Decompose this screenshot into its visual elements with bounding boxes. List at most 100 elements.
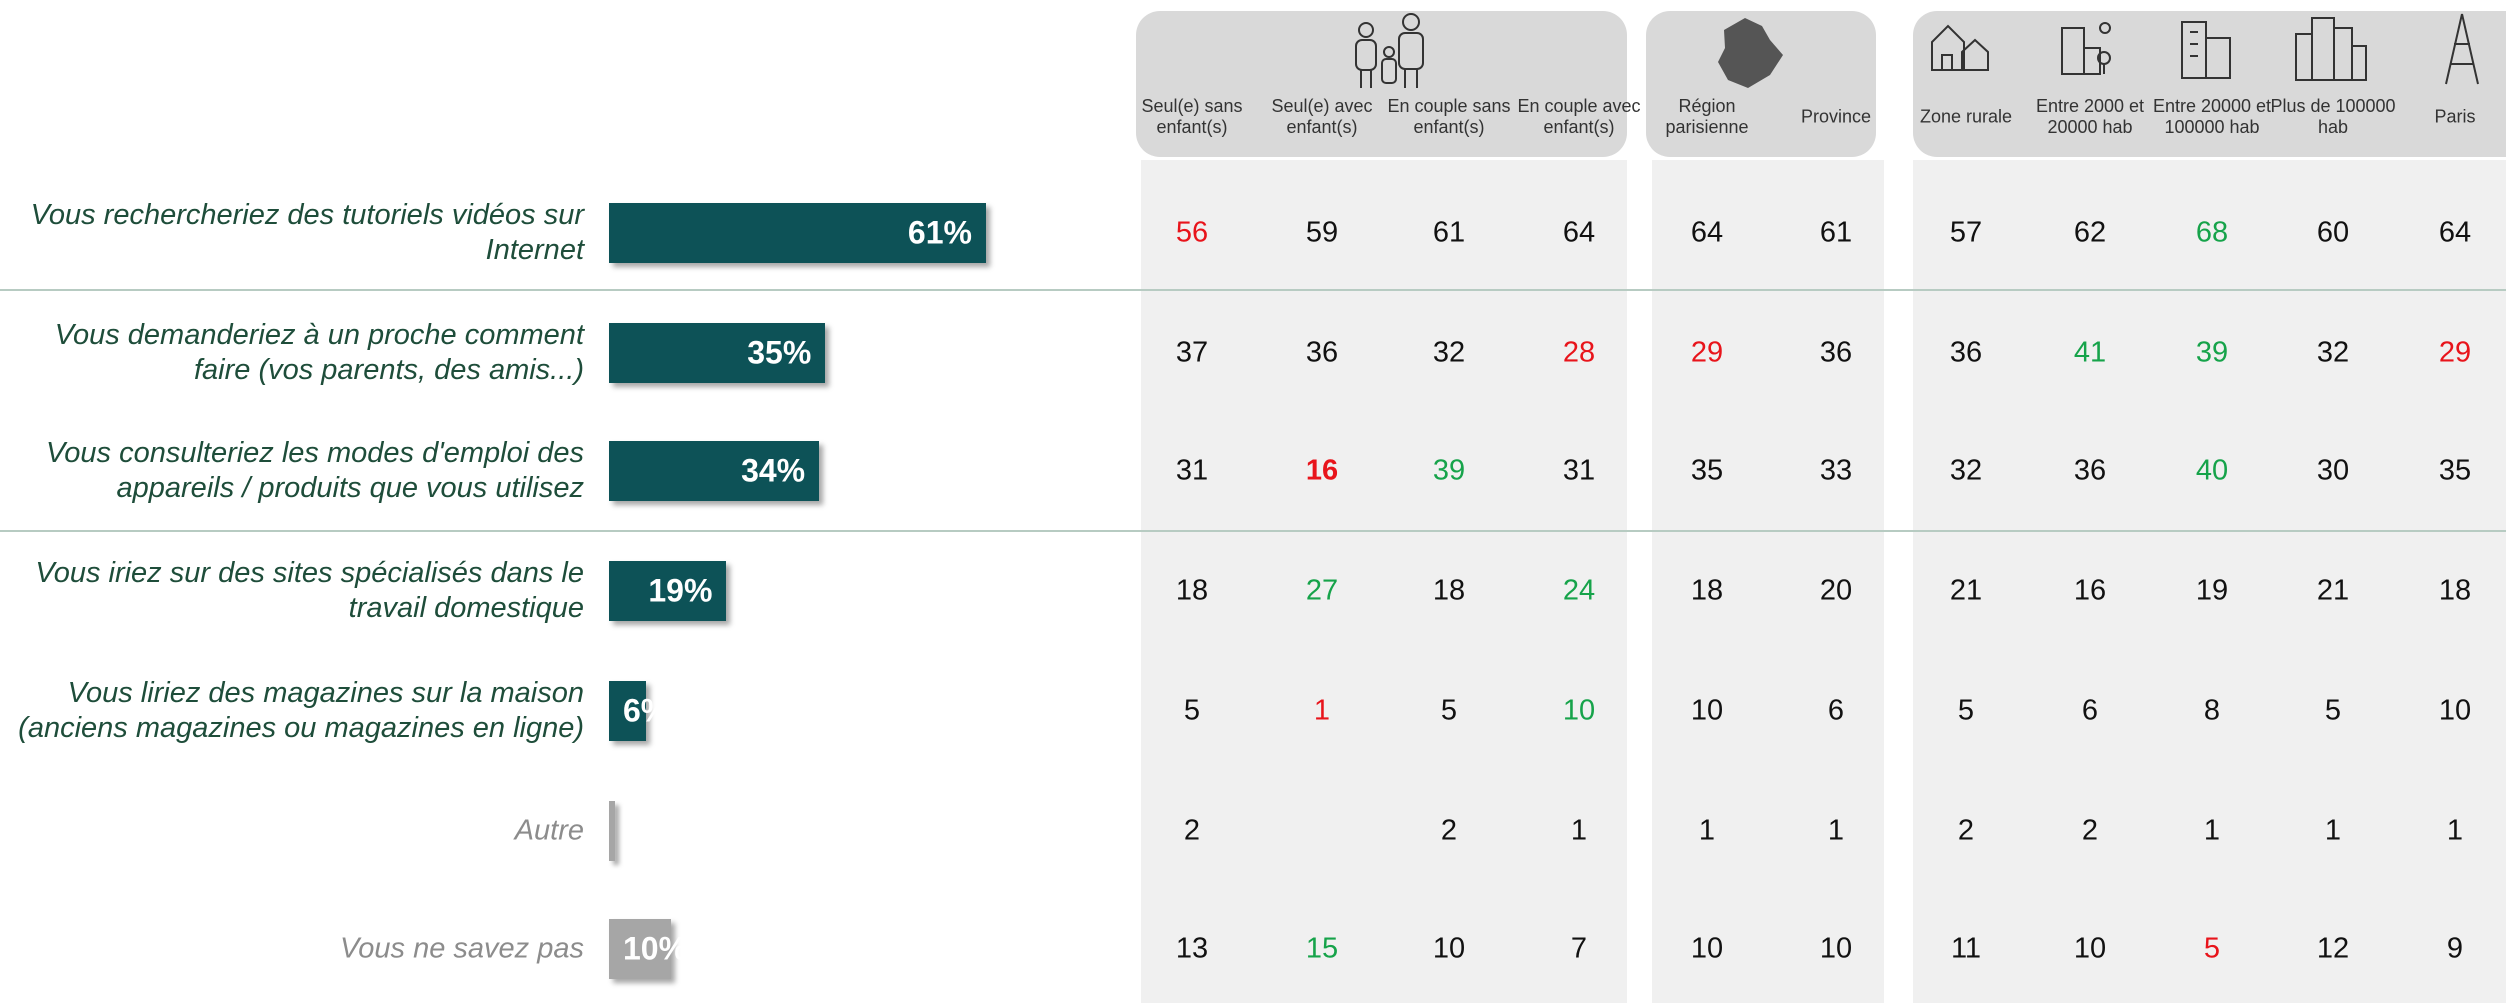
table-cell: 10 <box>1562 694 1596 727</box>
column-header: Seul(e) sans enfant(s) <box>1141 96 1243 137</box>
table-cell: 2 <box>1440 814 1458 847</box>
table-cell: 57 <box>1949 216 1983 249</box>
value-label: 61% <box>907 214 972 251</box>
table-cell: 31 <box>1175 454 1209 487</box>
table-cell: 33 <box>1819 454 1853 487</box>
table-cell: 20 <box>1819 574 1853 607</box>
table-cell: 12 <box>2316 932 2350 965</box>
table-cell: 2 <box>1957 814 1975 847</box>
table-cell: 1 <box>2203 814 2221 847</box>
value-label: 19% <box>648 572 713 609</box>
table-cell: 60 <box>2316 216 2350 249</box>
header-panel <box>1136 11 1627 157</box>
table-cell: 35 <box>2438 454 2472 487</box>
bar <box>609 681 647 741</box>
france-icon <box>1718 18 1783 88</box>
table-cell: 28 <box>1562 336 1596 369</box>
column-strip <box>1141 160 1627 1003</box>
table-cell: 64 <box>2438 216 2472 249</box>
category-label: Vous iriez sur des sites spécialisés dan… <box>35 557 584 624</box>
column-header: Seul(e) avec enfant(s) <box>1271 96 1373 137</box>
table-cell: 36 <box>2073 454 2107 487</box>
family-icon <box>1355 13 1424 88</box>
icons <box>1355 13 2479 88</box>
eiffel-icon <box>2445 13 2479 85</box>
table-cell: 32 <box>1949 454 1983 487</box>
table-cell: 18 <box>1432 574 1466 607</box>
table-cell: 10 <box>1819 932 1853 965</box>
table-cell: 2 <box>2081 814 2099 847</box>
bar <box>609 561 727 621</box>
column-header: Province <box>1800 106 1872 127</box>
table-cell: 5 <box>2324 694 2342 727</box>
category-label: Vous ne savez pas <box>340 932 584 965</box>
value-label: 34% <box>741 452 806 489</box>
table-cell: 18 <box>2438 574 2472 607</box>
table-cell: 18 <box>1175 574 1209 607</box>
table-cell: 15 <box>1305 932 1339 965</box>
table-cell: 29 <box>1690 336 1724 369</box>
city-icon <box>2181 21 2231 79</box>
table-cell: 18 <box>1690 574 1724 607</box>
table-cell: 64 <box>1562 216 1596 249</box>
column-header: Plus de 100000 hab <box>2270 96 2396 137</box>
table-cell: 7 <box>1570 932 1588 965</box>
table-cell: 35 <box>1690 454 1724 487</box>
table-cell: 13 <box>1175 932 1209 965</box>
table-cell: 9 <box>2446 932 2464 965</box>
table-cell: 5 <box>1183 694 1201 727</box>
value-label: 6% <box>623 692 670 729</box>
metropolis-icon <box>2295 17 2367 81</box>
table-cell: 27 <box>1305 574 1339 607</box>
column-header: Région parisienne <box>1665 96 1749 137</box>
bar <box>609 323 826 383</box>
column-strip <box>1652 160 1884 1003</box>
bar <box>609 801 616 861</box>
table-cell: 36 <box>1819 336 1853 369</box>
table-cell: 5 <box>2203 932 2221 965</box>
column-header: En couple sans enfant(s) <box>1387 96 1511 137</box>
table-cell: 1 <box>1698 814 1716 847</box>
table-cell: 36 <box>1949 336 1983 369</box>
table-cell: 64 <box>1690 216 1724 249</box>
table-cell: 41 <box>2073 336 2107 369</box>
table-cell: 8 <box>2203 694 2221 727</box>
table-cell: 11 <box>1950 932 1982 965</box>
column-header: En couple avec enfant(s) <box>1517 96 1641 137</box>
category-label: Autre <box>514 814 584 847</box>
table-cell: 29 <box>2438 336 2472 369</box>
value-label: 10% <box>623 930 688 967</box>
rural-icon <box>1931 24 1989 71</box>
table-cell: 59 <box>1305 216 1339 249</box>
table-cell: 39 <box>2195 336 2229 369</box>
bar <box>609 203 986 263</box>
header-panel <box>1913 11 2506 157</box>
table-cell: 10 <box>2438 694 2472 727</box>
column-header: Paris <box>2434 106 2476 127</box>
table-cell: 56 <box>1175 216 1209 249</box>
category-label: Vous demanderiez à un proche comment fai… <box>54 319 584 386</box>
table-cell: 37 <box>1175 336 1209 369</box>
table-cell: 1 <box>1313 694 1331 727</box>
bar <box>609 441 820 501</box>
value-label: 35% <box>747 334 812 371</box>
column-header: Entre 20000 et 100000 hab <box>2152 96 2272 137</box>
table-cell: 1 <box>2324 814 2342 847</box>
category-label: Vous consulteriez les modes d'emploi des… <box>45 437 584 504</box>
category-label: Vous liriez des magazines sur la maison … <box>18 677 584 744</box>
bar <box>609 919 671 979</box>
table-cell: 61 <box>1819 216 1853 249</box>
table-cell: 1 <box>2446 814 2464 847</box>
category-label: Vous rechercheriez des tutoriels vidéos … <box>30 199 584 266</box>
table-cell: 6 <box>2081 694 2099 727</box>
table-cell: 10 <box>1690 932 1724 965</box>
table-cell: 36 <box>1305 336 1339 369</box>
table-cell: 39 <box>1432 454 1466 487</box>
column-strip <box>1913 160 2506 1003</box>
table-cell: 16 <box>1305 454 1339 487</box>
table-cell: 31 <box>1562 454 1596 487</box>
table-cell: 1 <box>1570 814 1588 847</box>
town-icon <box>2061 22 2111 75</box>
table-cell: 2 <box>1183 814 1201 847</box>
